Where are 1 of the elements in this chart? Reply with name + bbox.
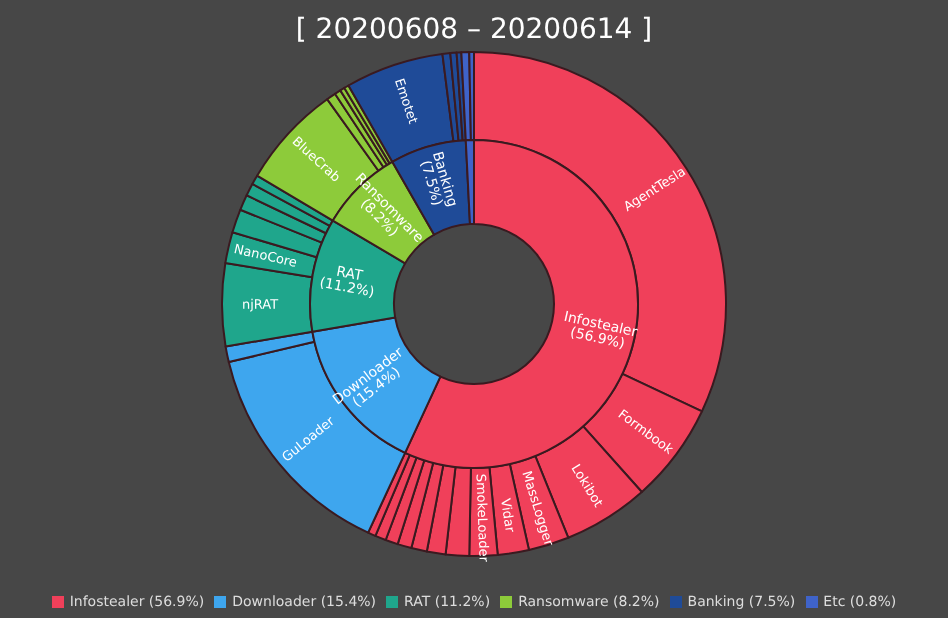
chart-title: [ 20200608 – 20200614 ] bbox=[295, 14, 653, 46]
